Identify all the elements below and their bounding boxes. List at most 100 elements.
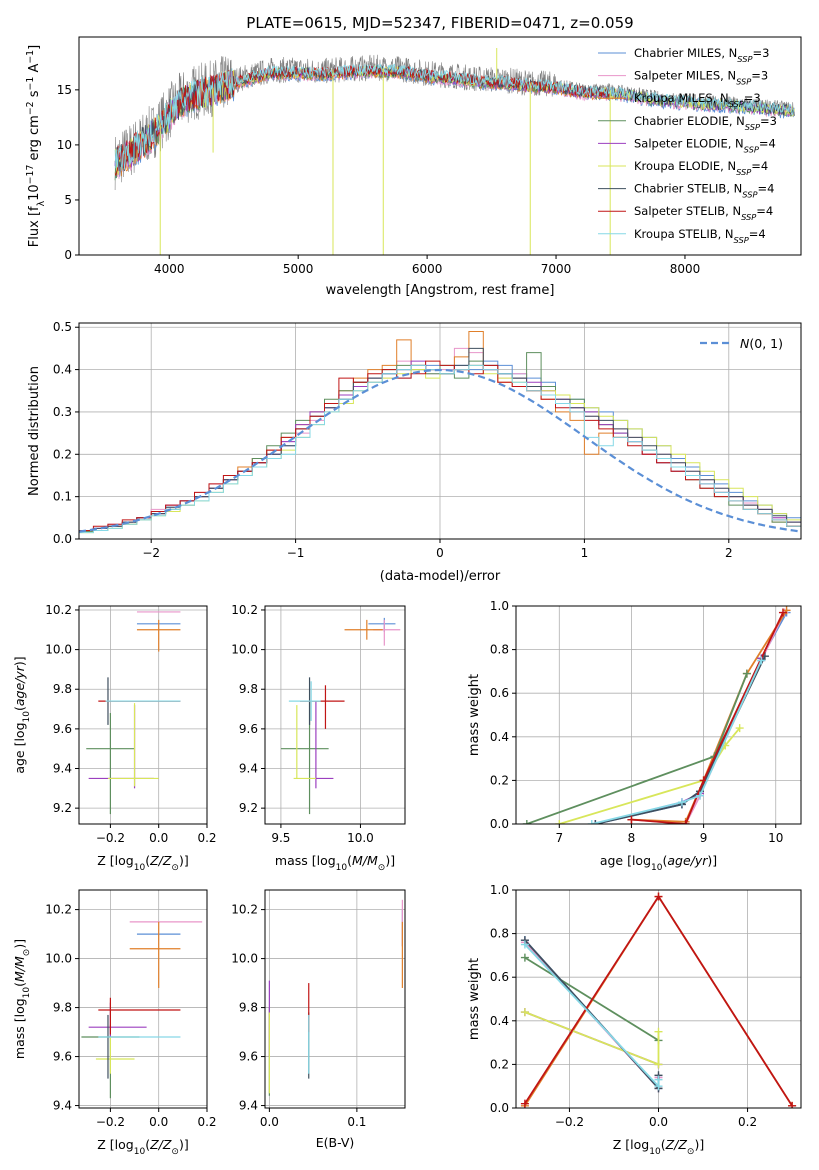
legend-label: Chabrier ELODIE, NSSP=3 xyxy=(634,114,777,132)
label-part: SSP xyxy=(741,212,756,222)
label-part: Salpeter STELIB, N xyxy=(634,204,741,218)
x-tick-label: 9 xyxy=(700,831,708,845)
label-part: −1 xyxy=(25,50,36,64)
label-part: 10 xyxy=(22,711,32,723)
label-part: ( xyxy=(347,853,352,868)
mass-weight-line xyxy=(631,609,788,823)
x-tick-label: 6000 xyxy=(412,262,443,276)
label-part: 10 xyxy=(134,863,146,873)
x-tick-label: 0 xyxy=(436,546,444,560)
y-tick-label: 10.2 xyxy=(45,603,72,617)
x-axis-label: (data-model)/error xyxy=(380,569,501,584)
label-part: SSP xyxy=(744,144,759,154)
x-tick-label: 4000 xyxy=(154,262,185,276)
y-tick-label: 10.2 xyxy=(231,903,258,917)
label-part: 10 xyxy=(134,1147,146,1157)
label-part: Kroupa STELIB, N xyxy=(634,227,734,241)
y-tick-label: 9.4 xyxy=(239,762,258,776)
model-spectrum-line xyxy=(114,65,611,177)
label-part: erg cm xyxy=(27,115,42,164)
point-marker xyxy=(520,1099,529,1108)
legend: N(0, 1) xyxy=(700,336,783,351)
label-part: ⊙ xyxy=(378,863,386,873)
label-part: )] xyxy=(12,656,27,666)
label-part: age [log xyxy=(600,853,651,868)
y-tick-label: 9.6 xyxy=(239,722,258,736)
errorbar-point xyxy=(129,921,181,988)
normal-curve xyxy=(79,368,801,533)
y-tick-label: 0.1 xyxy=(53,490,72,504)
x-axis-label: Z [log10(Z/Z⊙)] xyxy=(97,853,188,873)
label-part: ( xyxy=(661,1137,666,1152)
mass-weight-line xyxy=(631,612,784,824)
axes-frame xyxy=(264,889,406,1109)
mass-weight-line xyxy=(595,612,788,824)
panel-mass-weight-vs-Z: −0.2 0.0 0.2 0.0 0.2 0.4 0.6 0.8 1.0 Z [log10(Z/Z… xyxy=(467,883,802,1157)
point-marker xyxy=(654,1060,663,1069)
label-part: age/yr xyxy=(12,665,27,706)
x-tick-label: 7000 xyxy=(541,262,572,276)
errorbar-point xyxy=(344,619,383,640)
legend: Chabrier MILES, NSSP=3 Salpeter MILES, NS… xyxy=(598,46,777,245)
label-part: ( xyxy=(12,982,27,987)
legend-label: Kroupa MILES, NSSP=3 xyxy=(634,91,761,109)
y-tick-label: 9.8 xyxy=(53,1001,72,1015)
x-tick-label: 0.0 xyxy=(649,1115,668,1129)
legend-label: Chabrier MILES, NSSP=3 xyxy=(634,46,769,64)
label-part: mass [log xyxy=(12,998,27,1059)
plot-area xyxy=(522,606,791,824)
point-marker xyxy=(654,1027,663,1036)
label-part: 10 xyxy=(336,863,348,873)
label-part: SSP xyxy=(736,167,751,177)
y-tick-label: 0.4 xyxy=(490,1014,509,1028)
panel-mass-vs-Z: −0.2 0.0 0.29.49.69.810.010.2Z [log10(Z/Z⊙… xyxy=(12,889,217,1157)
y-tick-label: 0.4 xyxy=(490,730,509,744)
y-tick-label: 0.5 xyxy=(53,320,72,334)
y-tick-label: 10.2 xyxy=(45,903,72,917)
panel-spectrum: 4000 5000 6000 7000 8000 0 5 10 15 PLATE=0615, MJ… xyxy=(25,14,802,298)
label-part: −1 xyxy=(25,77,36,91)
y-axis-label: Flux [fλ10−17 erg cm−2 s−1 A−1] xyxy=(25,45,47,247)
axes-frame xyxy=(78,605,208,825)
label-part: ( xyxy=(12,706,27,711)
point-marker xyxy=(677,798,686,807)
axes-frame xyxy=(515,605,802,825)
point-marker xyxy=(522,820,531,824)
plot-area xyxy=(268,899,403,1096)
label-part: ( xyxy=(662,853,667,868)
label-part: )] xyxy=(694,1137,704,1152)
label-part: Salpeter ELODIE, N xyxy=(634,136,744,150)
model-spectrum-line xyxy=(114,63,795,172)
point-marker xyxy=(695,791,704,800)
y-tick-label: 9.8 xyxy=(239,682,258,696)
y-tick-label: 0.0 xyxy=(53,532,72,546)
x-tick-label: 1 xyxy=(581,546,589,560)
y-tick-label: 9.6 xyxy=(239,1050,258,1064)
point-marker xyxy=(591,820,600,824)
label-part: ⊙ xyxy=(687,1147,695,1157)
label-part: Z [log xyxy=(613,1137,649,1152)
errorbar-point xyxy=(280,701,329,815)
observed-spectrum xyxy=(114,54,795,191)
y-tick-label: 15 xyxy=(57,83,72,97)
y-tick-label: 9.4 xyxy=(53,1099,72,1113)
label-part: −2 xyxy=(25,101,36,115)
y-tick-label: 0.2 xyxy=(53,447,72,461)
label-part: ⊙ xyxy=(22,949,32,957)
point-marker xyxy=(681,820,690,824)
point-marker xyxy=(788,1101,797,1108)
mass-weight-line xyxy=(595,655,766,824)
y-tick-label: 9.8 xyxy=(239,1001,258,1015)
label-part: =4 xyxy=(756,204,773,218)
label-part: =4 xyxy=(757,182,774,196)
errorbar-point xyxy=(136,619,181,652)
label-part: )] xyxy=(179,853,189,868)
point-marker xyxy=(520,953,529,962)
y-tick-label: 9.2 xyxy=(53,801,72,815)
errorbar-point xyxy=(95,1036,135,1074)
label-part: 10 xyxy=(651,863,663,873)
legend-label: Salpeter MILES, NSSP=3 xyxy=(634,69,768,87)
histogram-step xyxy=(79,364,801,534)
errorbar-point xyxy=(86,713,135,815)
